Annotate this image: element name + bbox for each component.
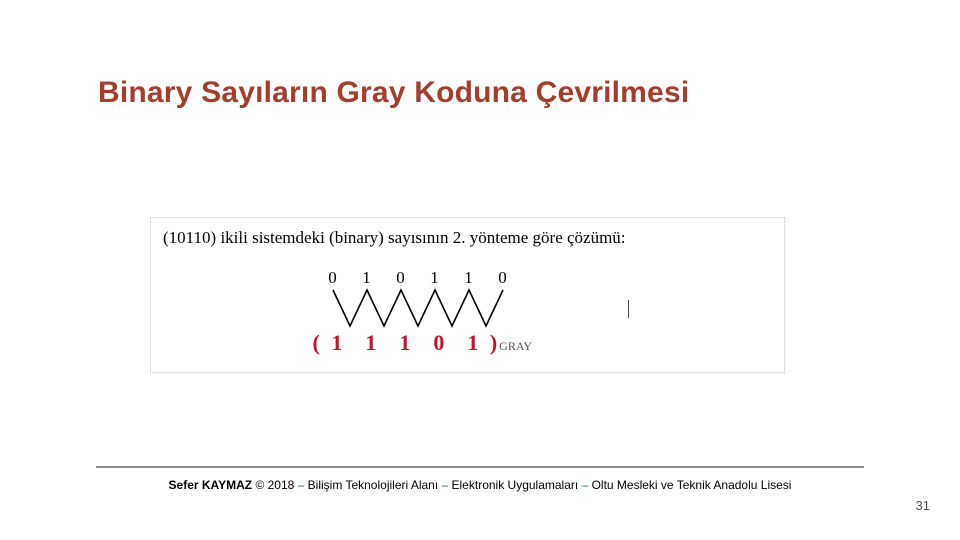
diagram: 0 1 0 1 1 0 ( 1 1 1 0 1 ) [163,268,772,358]
footer-part: Elektronik Uygulamaları [452,478,579,492]
bit: 0 [384,268,418,288]
description-text: (10110) ikili sistemdeki (binary) sayısı… [163,228,772,248]
result-bit: 1 [456,330,490,356]
diagram-inner: 0 1 0 1 1 0 ( 1 1 1 0 1 ) [313,268,623,358]
slide-title: Binary Sayıların Gray Koduna Çevrilmesi [98,76,689,110]
close-paren: ) [490,330,497,356]
bit: 0 [486,268,520,288]
bit: 0 [316,268,350,288]
binary-input-row: 0 1 0 1 1 0 [313,268,623,288]
result-bit: 0 [422,330,456,356]
result-bit: 1 [320,330,354,356]
footer-divider [96,466,864,468]
zigzag-icon [313,286,533,330]
text-cursor-icon [628,300,629,318]
footer-sep: – [438,478,451,492]
footer-author: Sefer KAYMAZ [169,478,253,492]
bit: 1 [350,268,384,288]
bit: 1 [452,268,486,288]
footer-copyright: © 2018 [252,478,294,492]
footer: Sefer KAYMAZ © 2018 – Bilişim Teknolojil… [96,478,864,492]
footer-sep: – [294,478,307,492]
slide: Binary Sayıların Gray Koduna Çevrilmesi … [0,0,960,540]
content-box: (10110) ikili sistemdeki (binary) sayısı… [150,217,785,373]
footer-sep: – [578,478,591,492]
gray-result-row: ( 1 1 1 0 1 ) GRAY [313,330,623,356]
gray-label: GRAY [499,339,532,354]
result-bit: 1 [388,330,422,356]
footer-part: Bilişim Teknolojileri Alanı [308,478,439,492]
open-paren: ( [313,330,320,356]
page-number: 31 [916,498,930,513]
footer-part: Oltu Mesleki ve Teknik Anadolu Lisesi [592,478,792,492]
bit: 1 [418,268,452,288]
result-bit: 1 [354,330,388,356]
